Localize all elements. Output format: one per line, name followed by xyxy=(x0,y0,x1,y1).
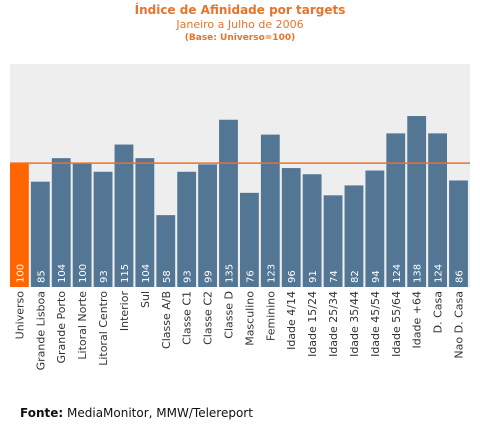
bars-group xyxy=(10,116,468,287)
chart-base-note: (Base: Universo=100) xyxy=(184,33,296,43)
bar-17 xyxy=(365,170,385,287)
category-labels-group: Universo Grande Lisboa Grande Porto Litoral… xyxy=(13,291,465,371)
value-label-12: 123 xyxy=(266,264,277,283)
value-label-6: 104 xyxy=(141,264,152,283)
bar-21 xyxy=(449,180,468,287)
value-label-17: 94 xyxy=(371,270,382,283)
bar-1 xyxy=(30,181,50,287)
category-label-15: Idade 25/34 xyxy=(327,291,340,357)
bar-14 xyxy=(302,174,322,287)
bar-18 xyxy=(386,133,406,287)
category-label-14: Idade 15/24 xyxy=(306,291,319,357)
bar-19 xyxy=(407,116,427,287)
bar-8 xyxy=(177,171,197,287)
bar-3 xyxy=(72,163,92,287)
category-label-17: Idade 45/54 xyxy=(369,291,382,357)
category-label-3: Litoral Norte xyxy=(76,291,89,360)
bar-15 xyxy=(323,195,343,287)
category-label-5: Interior xyxy=(118,291,131,332)
source-text: MediaMonitor, MMW/Telereport xyxy=(67,406,253,420)
value-label-10: 135 xyxy=(225,264,236,283)
category-label-2: Grande Porto xyxy=(55,291,68,364)
category-label-12: Feminino xyxy=(264,291,277,341)
source-footer: Fonte: MediaMonitor, MMW/Telereport xyxy=(20,406,253,420)
category-label-20: D. Casa xyxy=(432,291,445,333)
category-label-4: Litoral Centro xyxy=(97,291,110,366)
category-label-8: Classe C1 xyxy=(181,291,194,345)
value-label-11: 76 xyxy=(245,270,256,283)
value-labels-group: 100 85 104 100 93 115 104 58 93 99 135 76 123 96 91 74 8… xyxy=(15,264,465,283)
value-label-0: 100 xyxy=(15,264,26,283)
bar-11 xyxy=(240,192,259,287)
category-label-19: Idade +64 xyxy=(411,291,424,348)
value-label-2: 104 xyxy=(57,264,68,283)
category-label-7: Classe A/B xyxy=(160,291,173,349)
value-label-21: 86 xyxy=(455,270,466,283)
value-label-19: 138 xyxy=(413,264,424,283)
bar-20 xyxy=(428,133,447,287)
bar-6 xyxy=(135,158,155,287)
value-label-15: 74 xyxy=(329,270,340,283)
title-block: Índice de Afinidade por targets Janeiro … xyxy=(0,3,480,44)
value-label-9: 99 xyxy=(204,270,215,283)
bar-5 xyxy=(114,144,134,287)
category-label-11: Masculino xyxy=(243,291,256,346)
category-label-9: Classe C2 xyxy=(202,291,215,345)
chart-subtitle: Janeiro a Julho de 2006 xyxy=(176,18,304,31)
category-label-1: Grande Lisboa xyxy=(34,291,47,370)
value-label-13: 96 xyxy=(287,270,298,283)
category-label-0: Universo xyxy=(13,291,26,340)
value-label-7: 58 xyxy=(162,270,173,283)
value-label-14: 91 xyxy=(308,270,319,283)
value-label-3: 100 xyxy=(78,264,89,283)
category-label-16: Idade 35/44 xyxy=(348,291,361,357)
category-label-18: Idade 55/64 xyxy=(390,291,403,357)
source-label: Fonte: xyxy=(20,406,64,420)
value-label-20: 124 xyxy=(434,264,445,283)
bar-4 xyxy=(93,171,113,287)
category-label-6: Sul xyxy=(139,291,152,308)
value-label-5: 115 xyxy=(120,264,131,283)
value-label-4: 93 xyxy=(99,270,110,283)
bar-10 xyxy=(219,119,238,287)
category-label-21: Nao D. Casa xyxy=(453,291,466,359)
value-label-16: 82 xyxy=(350,270,361,283)
bar-12 xyxy=(260,134,280,287)
bar-7 xyxy=(156,215,176,287)
bar-chart: 100 85 104 100 93 115 104 58 93 99 135 76 123 96 91 74 8… xyxy=(10,64,470,371)
bar-0 xyxy=(10,163,29,287)
value-label-8: 93 xyxy=(183,270,194,283)
value-label-1: 85 xyxy=(36,270,47,283)
category-label-10: Classe D xyxy=(223,291,236,339)
bar-16 xyxy=(344,185,364,287)
bar-9 xyxy=(198,164,217,287)
category-label-13: Idade 4/14 xyxy=(285,291,298,350)
value-label-18: 124 xyxy=(392,264,403,283)
bar-13 xyxy=(281,168,301,287)
bar-2 xyxy=(51,158,71,287)
chart-title: Índice de Afinidade por targets xyxy=(134,3,346,17)
